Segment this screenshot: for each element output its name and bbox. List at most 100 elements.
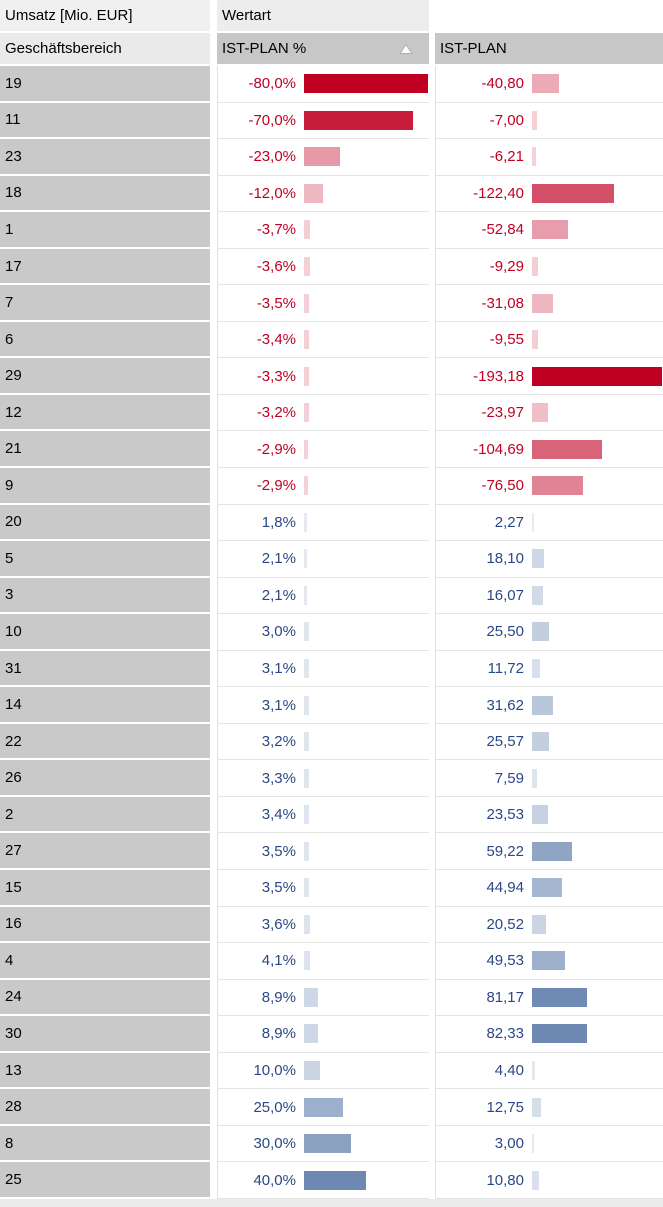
value-cell[interactable]: -40,80 (435, 66, 663, 103)
pct-cell[interactable]: 10,0% (217, 1052, 429, 1090)
pct-cell[interactable]: -3,7% (217, 212, 429, 249)
row-header-cell[interactable]: 11 (0, 102, 210, 140)
pct-cell[interactable]: 3,1% (217, 650, 429, 688)
value-cell[interactable]: -104,69 (435, 431, 663, 469)
row-header-cell[interactable]: 4 (0, 943, 210, 980)
row-header-cell[interactable]: 9 (0, 468, 210, 505)
row-header-cell[interactable]: 31 (0, 650, 210, 688)
row-header-cell[interactable]: 30 (0, 1016, 210, 1053)
pct-cell[interactable]: 3,0% (217, 614, 429, 651)
row-header-cell[interactable]: 26 (0, 760, 210, 797)
pct-cell[interactable]: 3,6% (217, 906, 429, 944)
pct-cell[interactable]: 8,9% (217, 979, 429, 1017)
pct-cell[interactable]: 3,5% (217, 833, 429, 871)
row-header-cell[interactable]: 18 (0, 175, 210, 213)
row-header-cell[interactable]: 6 (0, 321, 210, 359)
value-cell[interactable]: -6,21 (435, 139, 663, 176)
pct-cell[interactable]: 3,2% (217, 723, 429, 761)
row-header-cell[interactable]: 23 (0, 139, 210, 176)
row-header-cell[interactable]: 10 (0, 614, 210, 651)
row-header-cell[interactable]: 5 (0, 541, 210, 578)
column-header-ist-plan-pct[interactable]: IST-PLAN % (217, 33, 429, 66)
value-cell[interactable]: -9,55 (435, 321, 663, 359)
pct-cell[interactable]: 3,5% (217, 870, 429, 907)
value-cell[interactable]: 16,07 (435, 577, 663, 615)
column-dimension-cell[interactable]: Wertart (217, 0, 429, 33)
value-cell[interactable]: 10,80 (435, 1162, 663, 1199)
value-cell[interactable]: 12,75 (435, 1089, 663, 1126)
pct-cell[interactable]: -3,6% (217, 248, 429, 286)
value-cell[interactable]: 25,50 (435, 614, 663, 651)
pct-cell[interactable]: 3,4% (217, 796, 429, 834)
pct-cell[interactable]: 4,1% (217, 943, 429, 980)
value-cell[interactable]: 31,62 (435, 687, 663, 724)
value-cell[interactable]: 23,53 (435, 796, 663, 834)
value-cell[interactable]: 11,72 (435, 650, 663, 688)
pct-cell[interactable]: -3,4% (217, 321, 429, 359)
pct-cell[interactable]: -3,5% (217, 285, 429, 322)
value-cell[interactable]: -76,50 (435, 468, 663, 505)
row-header-cell[interactable]: 2 (0, 796, 210, 834)
pct-cell[interactable]: 3,1% (217, 687, 429, 724)
pct-cell[interactable]: 8,9% (217, 1016, 429, 1053)
value-cell[interactable]: -7,00 (435, 102, 663, 140)
row-header-cell[interactable]: 14 (0, 687, 210, 724)
value-cell[interactable]: 20,52 (435, 906, 663, 944)
row-header-cell[interactable]: 16 (0, 906, 210, 944)
value-cell[interactable]: -122,40 (435, 175, 663, 213)
row-header-cell[interactable]: 3 (0, 577, 210, 615)
pct-cell[interactable]: -3,2% (217, 394, 429, 432)
row-header-cell[interactable]: 21 (0, 431, 210, 469)
value-bar-area (532, 878, 662, 898)
value-cell[interactable]: -31,08 (435, 285, 663, 322)
value-cell[interactable]: -23,97 (435, 394, 663, 432)
value-cell[interactable]: 44,94 (435, 870, 663, 907)
value-cell[interactable]: -9,29 (435, 248, 663, 286)
row-header-cell[interactable]: 1 (0, 212, 210, 249)
pct-cell[interactable]: -23,0% (217, 139, 429, 176)
row-header-cell[interactable]: 7 (0, 285, 210, 322)
row-header-cell[interactable]: 29 (0, 358, 210, 395)
value-cell[interactable]: 59,22 (435, 833, 663, 871)
sort-ascending-icon[interactable] (399, 43, 413, 55)
value-cell[interactable]: 3,00 (435, 1125, 663, 1163)
row-header-cell[interactable]: 24 (0, 979, 210, 1017)
pct-cell[interactable]: 3,3% (217, 760, 429, 797)
value-cell[interactable]: 18,10 (435, 541, 663, 578)
row-header-cell[interactable]: 25 (0, 1162, 210, 1199)
value-cell[interactable]: 25,57 (435, 723, 663, 761)
pct-cell[interactable]: 30,0% (217, 1125, 429, 1163)
pct-cell[interactable]: -2,9% (217, 431, 429, 469)
row-header-cell[interactable]: 22 (0, 723, 210, 761)
row-header-cell[interactable]: 15 (0, 870, 210, 907)
row-dimension-cell[interactable]: Geschäftsbereich (0, 33, 210, 66)
value-cell[interactable]: 4,40 (435, 1052, 663, 1090)
pct-cell[interactable]: -80,0% (217, 66, 429, 103)
pct-cell[interactable]: 2,1% (217, 541, 429, 578)
column-header-ist-plan[interactable]: IST-PLAN (435, 33, 663, 66)
row-header-cell[interactable]: 19 (0, 66, 210, 103)
pct-cell[interactable]: -2,9% (217, 468, 429, 505)
row-header-cell[interactable]: 20 (0, 504, 210, 542)
row-header-cell[interactable]: 27 (0, 833, 210, 871)
value-cell[interactable]: 2,27 (435, 504, 663, 542)
value-cell[interactable]: -193,18 (435, 358, 663, 395)
row-header-cell[interactable]: 28 (0, 1089, 210, 1126)
pct-cell[interactable]: -70,0% (217, 102, 429, 140)
value-cell[interactable]: 82,33 (435, 1016, 663, 1053)
pct-cell[interactable]: -3,3% (217, 358, 429, 395)
pct-cell[interactable]: 2,1% (217, 577, 429, 615)
value-cell[interactable]: -52,84 (435, 212, 663, 249)
row-header-cell[interactable]: 12 (0, 394, 210, 432)
value-cell[interactable]: 7,59 (435, 760, 663, 797)
pct-cell[interactable]: 40,0% (217, 1162, 429, 1199)
pct-cell[interactable]: -12,0% (217, 175, 429, 213)
pct-cell[interactable]: 1,8% (217, 504, 429, 542)
value-cell[interactable]: 49,53 (435, 943, 663, 980)
pct-cell[interactable]: 25,0% (217, 1089, 429, 1126)
row-header-cell[interactable]: 8 (0, 1125, 210, 1163)
row-header-cell[interactable]: 17 (0, 248, 210, 286)
value-cell[interactable]: 81,17 (435, 979, 663, 1017)
row-header-cell[interactable]: 13 (0, 1052, 210, 1090)
measure-title-cell[interactable]: Umsatz [Mio. EUR] (0, 0, 210, 33)
